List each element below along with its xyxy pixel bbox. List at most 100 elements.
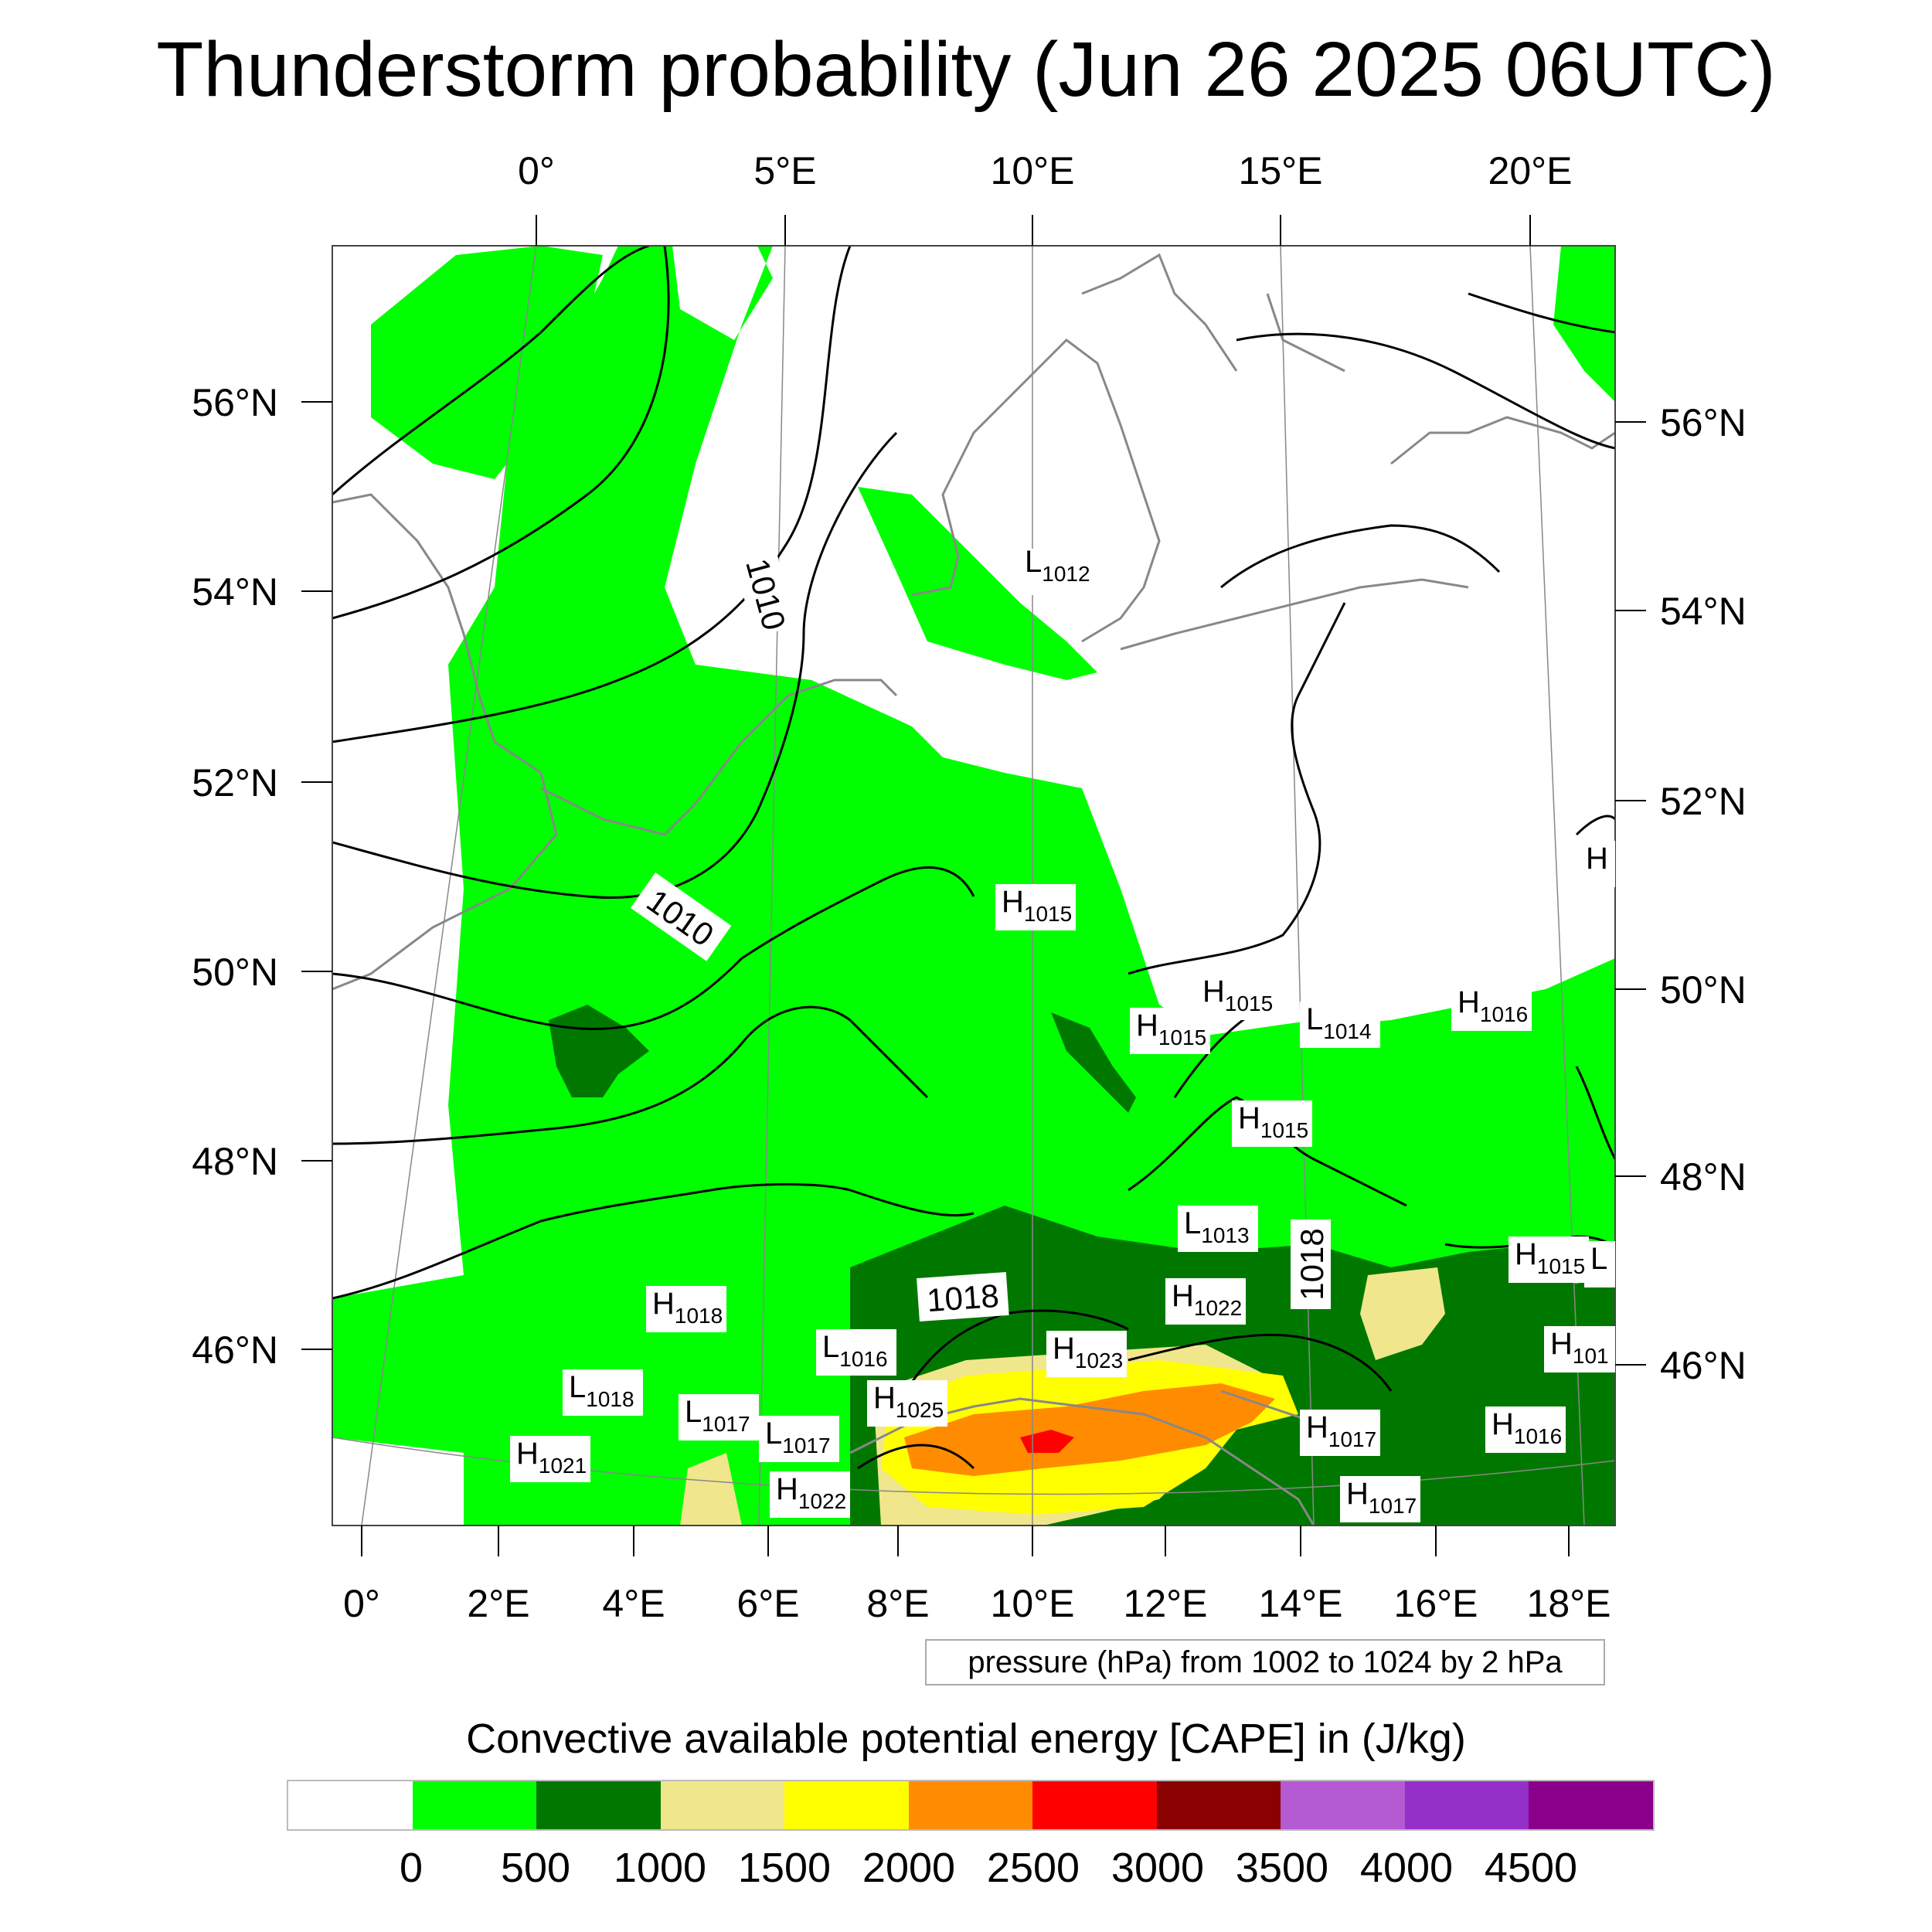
bottom-tick-label: 16°E	[1394, 1582, 1478, 1625]
svg-text:L1016: L1016	[822, 1330, 888, 1371]
colorbar-swatch	[412, 1781, 537, 1829]
bottom-tick-label: 14°E	[1259, 1582, 1343, 1625]
isobar	[1575, 815, 1615, 836]
colorbar-title: Convective available potential energy [C…	[466, 1716, 1466, 1762]
colorbar-tick-label: 1000	[613, 1845, 707, 1891]
right-tick-label: 56°N	[1660, 401, 1747, 444]
cape-region-khaki-east	[1360, 1267, 1445, 1360]
svg-text:L1014: L1014	[1306, 1002, 1372, 1043]
isobar	[857, 1444, 975, 1470]
isobar	[332, 431, 898, 899]
colorbar-tick-label: 3500	[1235, 1845, 1329, 1891]
colorbar	[287, 1780, 1655, 1831]
svg-text:H1022: H1022	[1172, 1279, 1242, 1320]
colorbar-swatch	[660, 1781, 785, 1829]
right-tick-label: 52°N	[1660, 780, 1747, 823]
pressure-center-label: H1015	[1509, 1236, 1589, 1283]
right-tick-label: 50°N	[1660, 968, 1747, 1012]
graticule	[332, 246, 1615, 1526]
isobar	[1220, 524, 1501, 589]
cape-region-low-east	[1553, 246, 1615, 402]
isobar-label: 1018	[1294, 1228, 1330, 1300]
pressure-center-label: H1015	[1130, 1008, 1210, 1054]
isobar	[1575, 1066, 1615, 1160]
bottom-tick-label: 8°E	[866, 1582, 929, 1625]
svg-text:L1013: L1013	[1184, 1206, 1250, 1247]
svg-text:H101: H101	[1550, 1327, 1609, 1368]
pressure-center-label: H101	[1544, 1326, 1615, 1372]
pressure-center-label: L1012	[1019, 545, 1090, 595]
svg-text:H1015: H1015	[1202, 975, 1273, 1015]
colorbar-tick-label: 1500	[737, 1845, 832, 1891]
svg-text:L1017: L1017	[765, 1417, 831, 1458]
bottom-tick-label: 0°	[343, 1582, 380, 1625]
bottom-tick-label: 12°E	[1124, 1582, 1208, 1625]
pressure-centers: L1012 H1015 H1015 L1014 H1016 H1015 H101…	[510, 545, 1615, 1522]
isobar	[1128, 602, 1346, 975]
bottom-tick-label: 2°E	[467, 1582, 529, 1625]
top-tick-label: 5°E	[753, 149, 816, 192]
cape-field	[332, 246, 1615, 1526]
pressure-center-label: H	[1580, 841, 1615, 887]
svg-text:H1022: H1022	[776, 1472, 846, 1513]
pressure-center-label: H1017	[1340, 1476, 1420, 1522]
isobar	[332, 246, 852, 743]
svg-text:H1023: H1023	[1053, 1332, 1123, 1372]
svg-text:H1016: H1016	[1492, 1407, 1562, 1448]
svg-text:H1015: H1015	[1238, 1101, 1308, 1142]
colorbar-swatch	[908, 1781, 1033, 1829]
isobar	[1128, 1333, 1393, 1392]
top-tick-label: 15°E	[1239, 149, 1323, 192]
isobar	[332, 246, 650, 496]
pressure-center-label: L	[1584, 1241, 1615, 1287]
isobar	[332, 246, 670, 620]
left-tick-label: 52°N	[192, 761, 278, 804]
pressure-center-label: L1018	[563, 1369, 643, 1416]
pressure-center-label: H1015	[1232, 1100, 1312, 1147]
tick-marks	[301, 215, 1646, 1556]
svg-text:L1017: L1017	[685, 1395, 750, 1436]
pressure-center-label: H1015	[995, 884, 1076, 930]
pressure-center-label: H1016	[1485, 1406, 1566, 1453]
colorbar-tick-label: 2000	[862, 1845, 956, 1891]
pressure-center-label: H1021	[510, 1436, 590, 1482]
colorbar-tick-label: 3000	[1111, 1845, 1205, 1891]
pressure-center-label: L1014	[1300, 1002, 1380, 1048]
pressure-center-label: L1013	[1178, 1206, 1258, 1252]
colorbar-tick-label: 0	[399, 1845, 423, 1891]
pressure-center-label: H1025	[867, 1380, 947, 1427]
svg-text:H1025: H1025	[873, 1381, 944, 1422]
isobar	[1468, 292, 1615, 334]
cape-region-red	[1020, 1430, 1074, 1453]
bottom-tick-label: 18°E	[1527, 1582, 1611, 1625]
bottom-axis: 0° 2°E 4°E 6°E 8°E 10°E 12°E 14°E 16°E 1…	[343, 1582, 1611, 1625]
colorbar-tick-label: 500	[500, 1845, 571, 1891]
svg-text:H1016: H1016	[1458, 985, 1528, 1026]
cape-region-mid-rhine	[1051, 1012, 1136, 1113]
bottom-tick-label: 6°E	[736, 1582, 799, 1625]
left-tick-label: 54°N	[192, 570, 278, 614]
pressure-center-label: H1023	[1046, 1331, 1127, 1377]
left-tick-label: 46°N	[192, 1328, 278, 1372]
right-tick-label: 48°N	[1660, 1155, 1747, 1199]
top-axis: 0° 5°E 10°E 15°E 20°E	[518, 149, 1572, 192]
bottom-tick-label: 4°E	[602, 1582, 665, 1625]
chart-title: Thunderstorm probability (Jun 26 2025 06…	[156, 26, 1776, 113]
colorbar-tick-label: 4000	[1359, 1845, 1454, 1891]
pressure-center-label: L1017	[679, 1394, 759, 1440]
pressure-center-label: H1022	[1165, 1278, 1246, 1325]
left-axis: 56°N 54°N 52°N 50°N 48°N 46°N	[192, 381, 278, 1372]
svg-text:H1021: H1021	[516, 1437, 587, 1478]
cape-region-low-denmark	[858, 487, 1097, 680]
colorbar-swatch	[1156, 1781, 1281, 1829]
svg-text:H1015: H1015	[1002, 885, 1072, 926]
colorbar-tick-label: 4500	[1484, 1845, 1578, 1891]
right-tick-label: 46°N	[1660, 1344, 1747, 1387]
colorbar-tick-label: 2500	[986, 1845, 1080, 1891]
isobar	[332, 866, 975, 1031]
colorbar-swatch	[1281, 1781, 1405, 1829]
isobar	[332, 1183, 975, 1300]
top-tick-label: 10°E	[991, 149, 1075, 192]
pressure-center-label: H1018	[646, 1286, 726, 1332]
